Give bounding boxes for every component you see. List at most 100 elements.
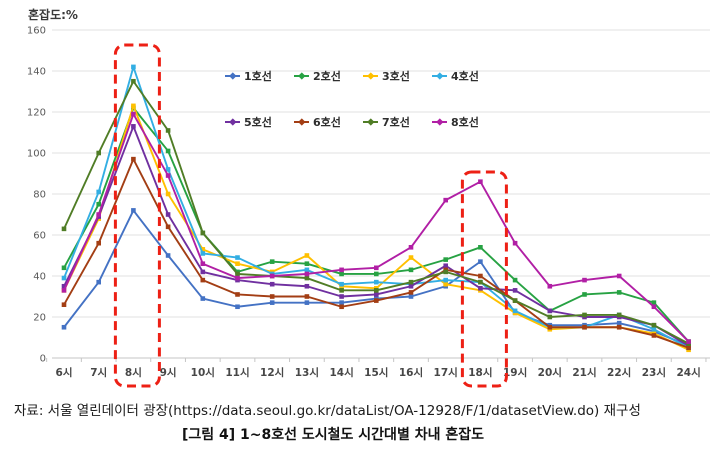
data-point [408,279,414,285]
data-point [200,277,206,283]
data-point [61,265,67,271]
legend-item-3호선: 3호선 [363,69,410,83]
data-point [478,245,483,250]
data-point [339,300,344,305]
svg-text:20: 20 [33,313,46,324]
data-point [374,298,379,303]
data-point [339,271,344,277]
data-point [651,322,657,328]
data-point [582,324,587,330]
data-point [131,208,136,213]
data-point [582,312,587,318]
svg-text:15시: 15시 [364,367,388,379]
svg-text:140: 140 [27,67,46,78]
data-point [200,269,206,275]
data-point [165,167,171,172]
data-point [408,255,414,260]
data-point [165,212,171,217]
data-point [512,240,518,246]
data-point [374,265,379,271]
svg-text:6시: 6시 [56,367,73,379]
series-4호선 [61,64,691,351]
data-point [339,294,344,299]
data-point [61,275,67,281]
data-point [582,277,587,283]
data-point [443,197,448,203]
legend-label: 6호선 [313,115,341,129]
data-point [165,191,171,197]
data-point [200,261,206,266]
svg-text:8시: 8시 [125,367,142,379]
series-2호선 [61,105,691,344]
series-line-3 [63,104,690,351]
svg-text:60: 60 [33,231,46,242]
data-point [235,261,240,266]
legend-item-1호선: 1호선 [225,69,272,83]
data-point [165,148,171,154]
series-line-7 [63,80,690,345]
data-point [616,290,622,295]
legend-item-6호선: 6호선 [294,115,341,129]
data-point [269,281,275,287]
data-point [235,255,240,260]
legend-item-7호선: 7호선 [363,115,410,129]
data-point [339,281,344,287]
figure-caption: [그림 4] 1~8호선 도시철도 시간대별 차내 혼잡도 [182,427,484,443]
data-point [339,288,344,293]
svg-text:12시: 12시 [260,367,284,379]
legend-marker-icon [367,72,375,80]
data-point [443,257,448,262]
y-axis-tick-labels: 0 20 40 60 80 100 120 140 160 [27,26,46,365]
svg-text:9시: 9시 [160,367,177,379]
congestion-line-chart: 0 20 40 60 80 100 120 140 160 6시 7시 8시 9시 10시 11시 12시 13… [27,26,710,388]
svg-text:10시: 10시 [191,367,215,379]
data-point [269,300,275,305]
series-line-2 [63,106,690,343]
data-point [61,283,67,289]
svg-text:20시: 20시 [538,367,562,379]
legend-label: 1호선 [244,69,272,83]
legend-marker-icon [436,118,444,126]
data-point [408,294,414,299]
data-point [200,296,206,301]
data-point [616,312,622,318]
data-point [512,298,518,303]
svg-text:22시: 22시 [607,367,631,379]
data-point [651,304,657,310]
data-point [408,267,414,273]
data-point [443,263,448,269]
data-point [512,308,518,314]
data-point [131,111,136,117]
data-point [235,271,240,277]
data-point [616,320,622,326]
svg-text:7시: 7시 [90,367,107,379]
data-point [200,251,206,256]
data-point [616,273,622,279]
data-point [547,308,553,314]
data-point [408,283,414,289]
data-point [96,150,101,156]
svg-text:14시: 14시 [329,367,353,379]
data-point [165,224,171,230]
svg-text:100: 100 [27,149,46,160]
data-point [478,279,483,285]
legend-marker-icon [229,118,237,126]
data-point [200,247,206,252]
data-point [269,294,275,299]
data-point [686,339,691,344]
x-axis-tick-labels: 6시 7시 8시 9시 10시 11시 12시 13시 14시 15시 16시 17시 18시 19시 20… [56,367,701,379]
data-point [304,261,310,266]
svg-text:160: 160 [27,26,46,37]
legend-item-5호선: 5호선 [225,115,272,129]
legend-label: 4호선 [451,69,479,83]
data-point [478,179,483,184]
gridlines [46,29,710,362]
svg-text:23시: 23시 [642,367,666,379]
svg-text:13시: 13시 [295,367,319,379]
series-line-8 [63,113,690,343]
data-point [374,292,379,297]
data-point [235,292,240,297]
legend-marker-icon [367,118,375,126]
data-point [304,253,310,258]
